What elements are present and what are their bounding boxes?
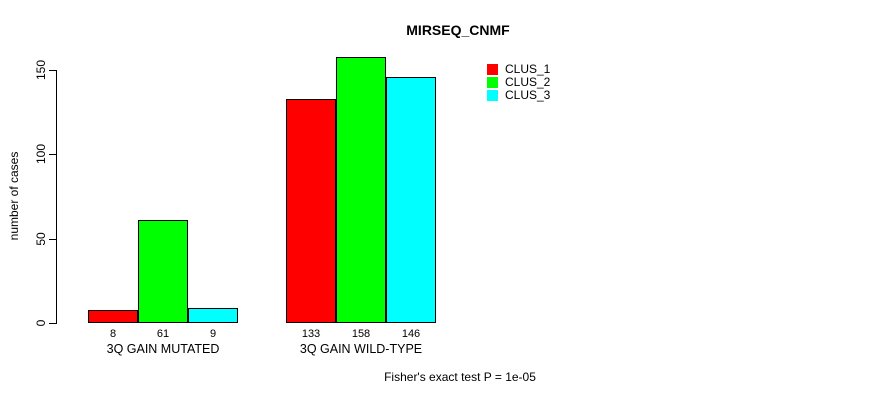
legend-item-clus_1: CLUS_1: [487, 62, 551, 76]
legend: CLUS_1 CLUS_2 CLUS_3: [487, 62, 551, 103]
y-tick-label: 150: [34, 59, 48, 81]
legend-item-clus_3: CLUS_3: [487, 88, 551, 102]
x-category-label: 3Q GAIN MUTATED: [106, 342, 220, 356]
y-tick-mark: [49, 238, 56, 240]
bar-value-label: 8: [109, 328, 117, 340]
bar-value-label: 146: [401, 328, 421, 340]
bar-clus_2-2: [336, 56, 386, 323]
bar-clus_3-1: [188, 307, 238, 323]
legend-swatch: [487, 77, 498, 88]
bar-value-label: 158: [351, 328, 371, 340]
legend-item-clus_2: CLUS_2: [487, 75, 551, 89]
y-tick-label: 0: [34, 319, 48, 327]
y-tick-mark: [49, 70, 56, 71]
bar-clus_2-1: [138, 220, 188, 323]
bar-clus_1-2: [286, 98, 336, 323]
y-tick-mark: [49, 154, 56, 156]
legend-label: CLUS_1: [505, 62, 551, 76]
x-category-label: 3Q GAIN WILD-TYPE: [299, 342, 423, 356]
bar-clus_3-2: [386, 76, 436, 323]
y-tick-mark: [49, 323, 56, 324]
fisher-test-annotation: Fisher's exact test P = 1e-05: [384, 370, 536, 384]
legend-swatch: [487, 64, 498, 75]
bar-clus_1-1: [88, 309, 138, 323]
legend-swatch: [487, 90, 498, 101]
bar-value-label: 9: [209, 328, 217, 340]
y-tick-label: 100: [34, 144, 48, 165]
y-axis-line: [56, 70, 57, 324]
legend-label: CLUS_3: [505, 88, 551, 102]
legend-label: CLUS_2: [505, 75, 551, 89]
chart-title: MIRSEQ_CNMF: [406, 22, 510, 38]
y-tick-label: 50: [34, 231, 48, 246]
bar-value-label: 133: [301, 328, 321, 340]
y-axis-label: number of cases: [7, 151, 21, 241]
bar-value-label: 61: [156, 328, 170, 340]
